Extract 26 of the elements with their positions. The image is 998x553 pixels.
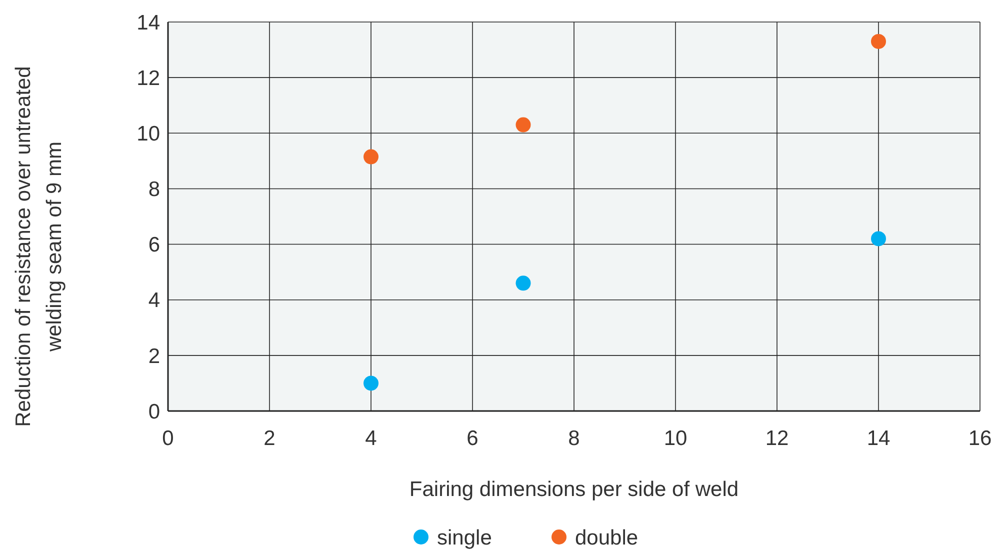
x-tick-label: 14 bbox=[866, 427, 890, 450]
y-tick-label: 6 bbox=[148, 234, 160, 257]
x-tick-label: 4 bbox=[365, 427, 378, 450]
point bbox=[516, 276, 531, 291]
x-tick-label: 2 bbox=[264, 427, 276, 450]
y-tick-label: 4 bbox=[148, 289, 160, 312]
legend-label: single bbox=[437, 526, 492, 550]
y-tick-label: 10 bbox=[136, 122, 160, 146]
x-tick-label: 12 bbox=[765, 427, 789, 450]
y-tick-label: 14 bbox=[136, 11, 160, 34]
y-tick-label: 0 bbox=[148, 400, 160, 424]
point bbox=[364, 149, 378, 164]
x-axis-title: Fairing dimensions per side of weld bbox=[409, 478, 739, 501]
y-axis-title: Reduction of resistance over untreated welding seam of 9 mm bbox=[12, 66, 66, 427]
point bbox=[516, 117, 531, 132]
y-tick-label: 2 bbox=[148, 344, 160, 368]
point bbox=[364, 376, 378, 391]
x-tick-label: 16 bbox=[968, 427, 992, 450]
point bbox=[871, 231, 886, 246]
x-tick-label: 8 bbox=[568, 427, 580, 450]
y-tick-label: 12 bbox=[136, 66, 160, 90]
y-tick-label: 8 bbox=[148, 178, 160, 202]
x-tick-label: 6 bbox=[466, 427, 478, 450]
point bbox=[871, 34, 886, 49]
x-tick-label: 10 bbox=[664, 427, 688, 450]
legend-label: double bbox=[575, 526, 638, 550]
